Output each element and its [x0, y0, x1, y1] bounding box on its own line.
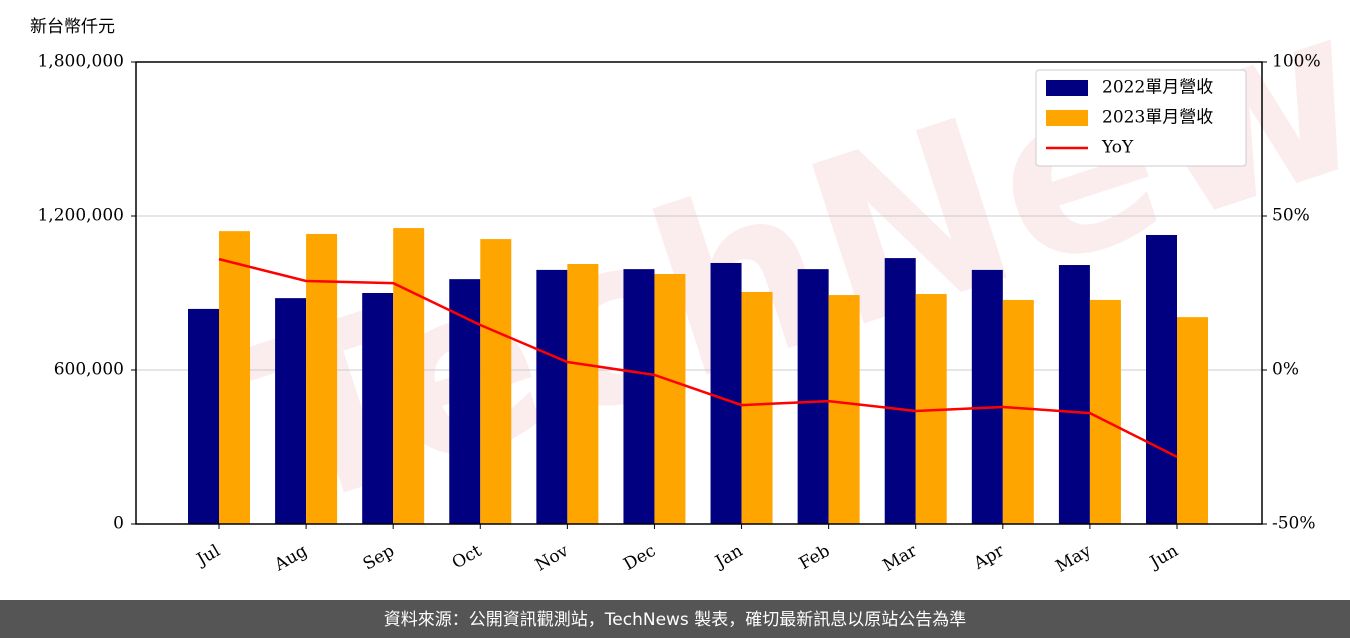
- x-tick-label: Jul: [192, 541, 224, 571]
- x-tick-label: Oct: [449, 541, 485, 574]
- bar: [884, 258, 916, 524]
- y-axis-label: 新台幣仟元: [30, 17, 115, 37]
- legend-swatch: [1046, 110, 1088, 126]
- y-tick-label: 1,800,000: [37, 52, 124, 72]
- bar: [188, 308, 219, 524]
- bar: [1058, 265, 1090, 524]
- bar: [828, 295, 860, 524]
- bar: [1089, 299, 1121, 524]
- y2-tick-label: 100%: [1272, 52, 1321, 72]
- bar: [567, 263, 599, 524]
- x-tick-label: Sep: [360, 541, 398, 575]
- bar: [362, 293, 394, 524]
- bar: [480, 239, 512, 524]
- bar: [275, 298, 307, 524]
- bar: [797, 269, 829, 524]
- bar: [306, 233, 338, 524]
- x-tick-label: Feb: [796, 541, 834, 574]
- x-tick-label: Nov: [532, 541, 572, 576]
- bar: [710, 262, 742, 524]
- x-tick-label: Jun: [1145, 541, 1182, 574]
- bar: [971, 269, 1003, 524]
- bar: [1002, 299, 1034, 524]
- bar: [741, 291, 773, 524]
- bar: [449, 279, 481, 524]
- y2-tick-label: -50%: [1272, 514, 1316, 534]
- plot-frame: [135, 61, 1263, 525]
- legend-swatch: [1046, 80, 1088, 96]
- x-tick-label: Apr: [970, 540, 1009, 574]
- y2-tick-label: 0%: [1272, 360, 1299, 380]
- bar: [536, 269, 568, 524]
- y-tick-label: 1,200,000: [37, 206, 124, 226]
- legend-label: 2023單月營收: [1102, 108, 1213, 128]
- x-tick-label: Jan: [710, 541, 746, 573]
- x-tick-label: May: [1052, 541, 1095, 577]
- bar: [654, 274, 686, 524]
- x-tick-label: Dec: [620, 541, 659, 575]
- x-tick-label: Mar: [880, 540, 922, 576]
- bar: [1177, 317, 1208, 524]
- bar: [393, 228, 425, 524]
- footer-bar: [0, 600, 1350, 638]
- y-tick-label: 600,000: [54, 360, 124, 380]
- y-tick-label: 0: [113, 514, 124, 534]
- y2-tick-label: 50%: [1272, 206, 1310, 226]
- line: [218, 257, 1178, 458]
- legend-box: [1035, 69, 1247, 167]
- bar: [1146, 234, 1177, 524]
- bar: [219, 231, 250, 525]
- footer: 資料來源：公開資訊觀測站，TechNews 製表，確切最新訊息以原站公告為準: [384, 610, 966, 630]
- legend-label: YoY: [1101, 138, 1134, 158]
- bar: [623, 269, 655, 524]
- legend-label: 2022單月營收: [1102, 78, 1213, 98]
